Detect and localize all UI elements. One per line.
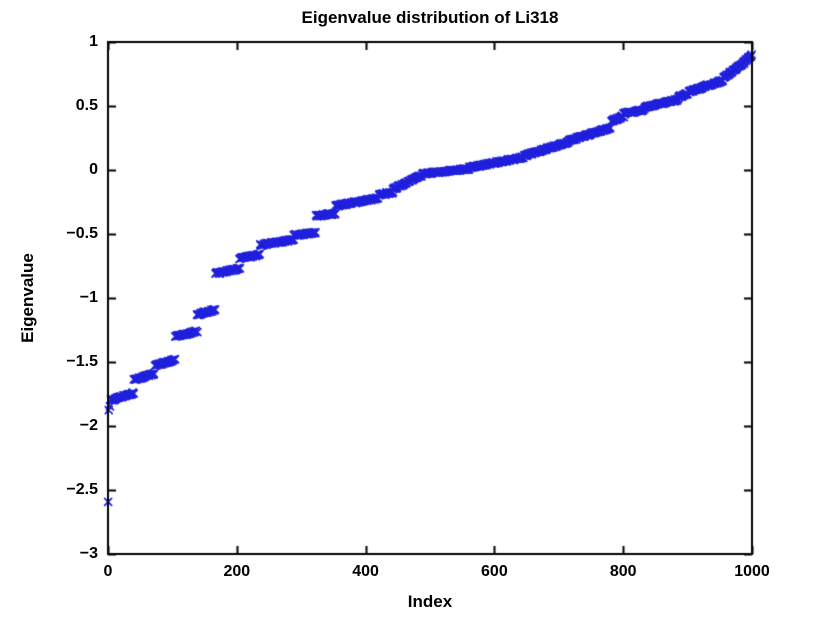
y-tick-label: −2 xyxy=(79,417,98,434)
x-tick-label: 1000 xyxy=(734,563,770,580)
y-tick-label: 0 xyxy=(89,161,98,178)
x-tick-label: 400 xyxy=(352,563,379,580)
y-tick-label: −2.5 xyxy=(66,481,98,498)
x-axis-label: Index xyxy=(407,592,453,611)
y-tick-label: 1 xyxy=(89,33,98,50)
x-tick-label: 600 xyxy=(481,563,508,580)
y-tick-label: −3 xyxy=(79,545,98,562)
y-tick-label: 0.5 xyxy=(75,97,98,114)
x-tick-label: 800 xyxy=(609,563,637,580)
y-tick-label: −0.5 xyxy=(66,225,98,242)
y-tick-label: −1 xyxy=(79,289,98,306)
chart-title: Eigenvalue distribution of Li318 xyxy=(301,8,559,27)
x-tick-label: 0 xyxy=(103,563,113,580)
x-tick-label: 200 xyxy=(223,563,251,580)
y-tick-label: −1.5 xyxy=(66,353,98,370)
